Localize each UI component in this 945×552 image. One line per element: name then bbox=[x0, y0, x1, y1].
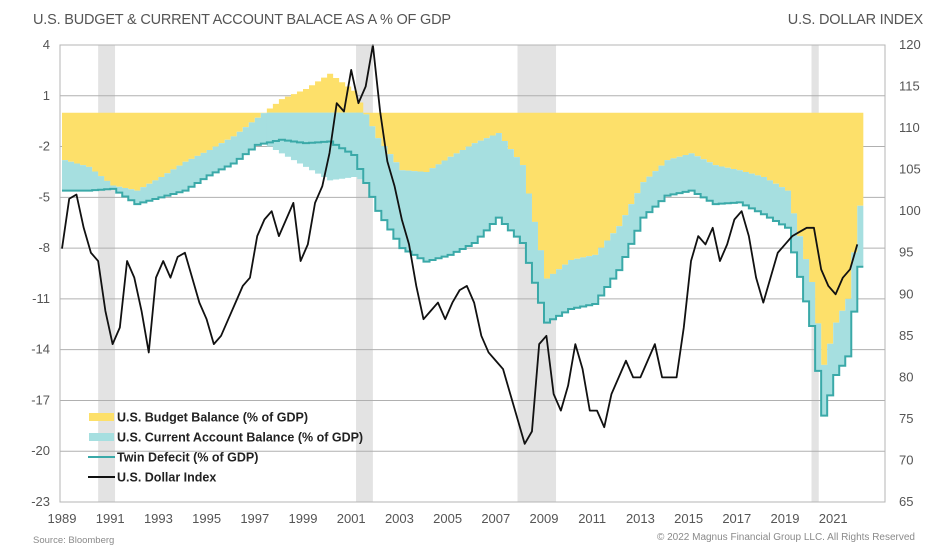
area-series bbox=[62, 73, 864, 416]
x-tick-label: 2001 bbox=[337, 511, 366, 526]
chart-title-right: U.S. DOLLAR INDEX bbox=[787, 12, 923, 28]
y-right-tick-label: 65 bbox=[899, 494, 913, 509]
x-tick-label: 2011 bbox=[578, 511, 606, 526]
y-axis-right: 120 115 110 105 100 95 90 85 80 75 70 65 bbox=[899, 37, 921, 509]
x-tick-label: 2017 bbox=[722, 511, 751, 526]
dollar-index-line bbox=[61, 44, 859, 445]
y-right-tick-label: 120 bbox=[899, 37, 921, 52]
y-right-tick-label: 75 bbox=[899, 411, 913, 426]
y-left-tick-label: -20 bbox=[31, 443, 50, 458]
y-right-tick-label: 100 bbox=[899, 203, 921, 218]
y-right-tick-label: 80 bbox=[899, 369, 913, 384]
legend-swatch-budget bbox=[89, 413, 114, 421]
current-account-area bbox=[62, 112, 864, 416]
line-series bbox=[61, 44, 864, 445]
x-tick-label: 2013 bbox=[626, 511, 655, 526]
y-left-tick-label: -23 bbox=[31, 494, 50, 509]
chart-title-left: U.S. BUDGET & CURRENT ACCOUNT BALACE AS … bbox=[33, 12, 451, 28]
y-right-tick-label: 70 bbox=[899, 452, 913, 467]
y-left-tick-label: 1 bbox=[43, 88, 50, 103]
y-right-tick-label: 90 bbox=[899, 286, 913, 301]
legend-label-dollar: U.S. Dollar Index bbox=[117, 471, 216, 485]
legend: U.S. Budget Balance (% of GDP) U.S. Curre… bbox=[88, 411, 363, 485]
y-left-tick-label: -14 bbox=[31, 342, 50, 357]
y-left-tick-label: -8 bbox=[38, 240, 50, 255]
y-left-tick-label: -17 bbox=[31, 392, 50, 407]
y-right-tick-label: 110 bbox=[899, 120, 920, 135]
y-left-tick-label: -2 bbox=[38, 139, 50, 154]
x-tick-label: 2007 bbox=[481, 511, 510, 526]
x-tick-label: 2005 bbox=[433, 511, 462, 526]
x-tick-label: 1993 bbox=[144, 511, 173, 526]
y-left-tick-label: -11 bbox=[32, 291, 50, 306]
x-tick-label: 2009 bbox=[530, 511, 559, 526]
x-tick-label: 1999 bbox=[289, 511, 318, 526]
x-tick-label: 1991 bbox=[96, 511, 125, 526]
y-left-tick-label: 4 bbox=[43, 37, 50, 52]
source-note: Source: Bloomberg bbox=[33, 535, 115, 546]
x-tick-label: 1995 bbox=[192, 511, 221, 526]
y-axis-left: 4 1 -2 -5 -8 -11 -14 -17 -20 -23 bbox=[31, 37, 50, 509]
x-tick-label: 2019 bbox=[771, 511, 800, 526]
plot-frame bbox=[59, 44, 886, 503]
x-axis: 1989 1991 1993 1995 1997 1999 2001 2003 2005 2007… bbox=[48, 511, 848, 526]
legend-swatch-current_account bbox=[89, 433, 114, 441]
legend-label-current_account: U.S. Current Account Balance (% of GDP) bbox=[117, 431, 363, 445]
y-right-tick-label: 115 bbox=[899, 79, 920, 94]
legend-label-budget: U.S. Budget Balance (% of GDP) bbox=[117, 411, 308, 425]
plot-border bbox=[59, 44, 886, 503]
x-tick-label: 2015 bbox=[674, 511, 703, 526]
twin-deficit-line bbox=[62, 138, 864, 417]
x-tick-label: 1997 bbox=[240, 511, 269, 526]
legend-label-twin_deficit: Twin Defecit (% of GDP) bbox=[117, 451, 258, 465]
x-tick-label: 2003 bbox=[385, 511, 414, 526]
x-tick-label: 2021 bbox=[819, 511, 848, 526]
budget-balance-area bbox=[62, 73, 864, 365]
y-right-tick-label: 105 bbox=[899, 162, 921, 177]
y-right-tick-label: 85 bbox=[899, 328, 913, 343]
y-left-tick-label: -5 bbox=[38, 189, 50, 204]
copyright-note: © 2022 Magnus Financial Group LLC. All R… bbox=[656, 532, 915, 543]
y-right-tick-label: 95 bbox=[899, 245, 913, 260]
x-tick-label: 1989 bbox=[48, 511, 77, 526]
